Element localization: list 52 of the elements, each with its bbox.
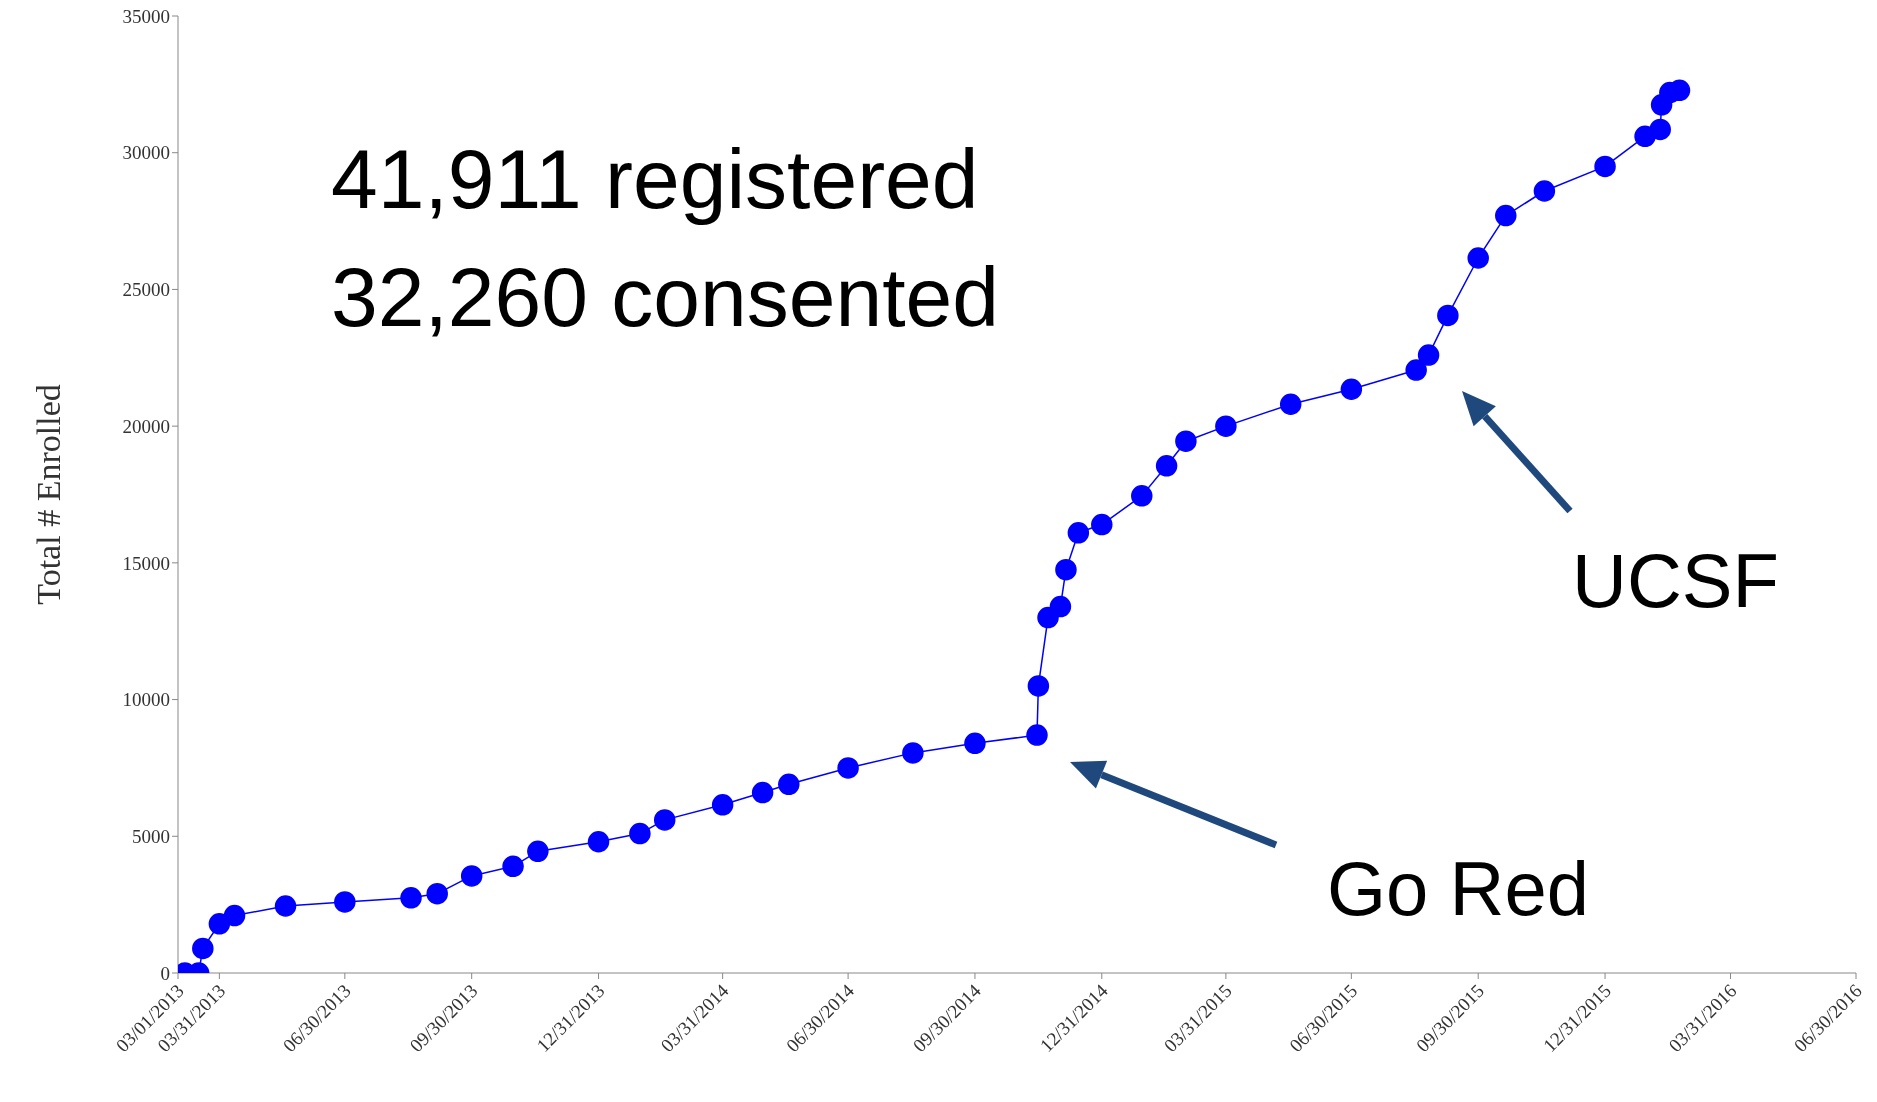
- point: [1279, 393, 1302, 416]
- point: [1049, 595, 1072, 618]
- point: [1594, 155, 1616, 178]
- point: [274, 895, 297, 917]
- point: [1091, 513, 1113, 536]
- y-axis-title: Total # Enrolled: [30, 384, 68, 605]
- point: [1175, 430, 1197, 452]
- point: [837, 757, 859, 779]
- point: [711, 794, 734, 816]
- point: [502, 855, 524, 878]
- point: [400, 887, 422, 909]
- y-tick-label: 15000: [122, 552, 170, 574]
- point: [527, 840, 549, 863]
- point: [653, 809, 676, 831]
- point: [587, 831, 610, 853]
- point: [1055, 558, 1077, 581]
- point: [1467, 247, 1489, 269]
- point: [1533, 180, 1556, 202]
- point: [1155, 455, 1178, 477]
- point: [223, 904, 246, 927]
- y-tick-label: 35000: [122, 5, 170, 27]
- point: [1649, 118, 1671, 141]
- y-tick-label: 25000: [122, 279, 170, 301]
- point: [192, 937, 214, 960]
- point: [1417, 344, 1440, 366]
- point: [1405, 359, 1427, 381]
- y-tick-label: 5000: [132, 826, 170, 848]
- point: [1215, 415, 1237, 437]
- point: [964, 732, 986, 755]
- point: [1131, 485, 1153, 507]
- point: [426, 882, 448, 905]
- point: [629, 822, 651, 845]
- annotation: Go Red: [1327, 846, 1589, 931]
- point: [1067, 522, 1090, 544]
- point: [778, 773, 800, 796]
- annotation: 32,260 consented: [331, 250, 999, 344]
- point: [1437, 304, 1459, 327]
- point: [1026, 724, 1048, 746]
- point: [208, 913, 231, 935]
- annotation: UCSF: [1572, 538, 1779, 623]
- y-tick-label: 10000: [122, 689, 170, 711]
- point: [334, 891, 356, 913]
- point: [1495, 204, 1517, 227]
- point: [902, 742, 924, 764]
- annotation: 41,911 registered: [331, 132, 979, 226]
- point: [1027, 675, 1050, 697]
- y-tick-label: 0: [160, 962, 170, 984]
- point: [751, 781, 774, 804]
- point: [460, 865, 483, 887]
- y-tick-label: 30000: [122, 142, 170, 164]
- y-tick-label: 20000: [122, 415, 170, 437]
- point: [1340, 378, 1363, 400]
